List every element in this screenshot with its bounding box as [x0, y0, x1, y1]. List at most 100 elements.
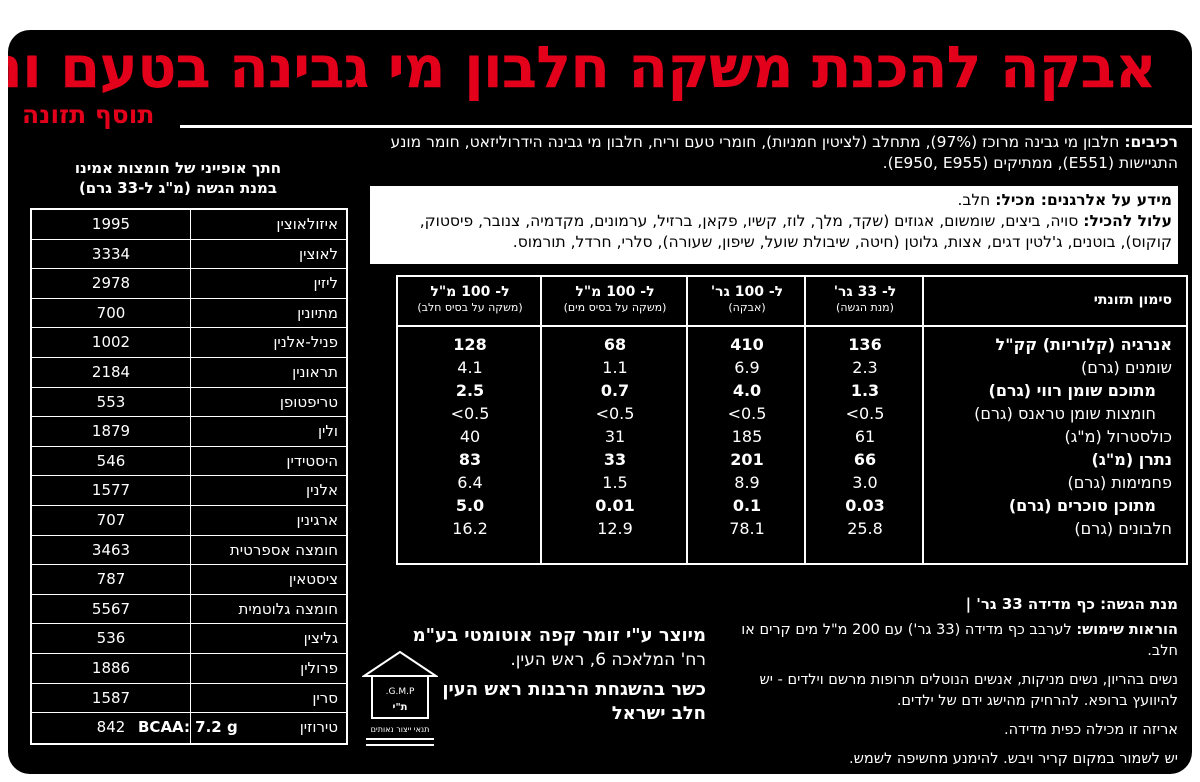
nutrition-row: שומנים (גרם) 2.3 6.9 1.1 4.1: [398, 356, 1186, 379]
nutrition-value: 1.3: [850, 381, 880, 400]
nutrition-row-label: פחמימות (גרם): [1067, 473, 1172, 492]
allergen-contains: מידע על אלרגנים: מכיל: חלב.: [376, 190, 1172, 211]
nutrition-row: חלבונים (גרם) 25.8 78.1 12.9 16.2: [398, 517, 1186, 540]
nutrition-header-water: ל- 100 מ"ל (משקה על בסיס מים): [563, 284, 667, 314]
nutrition-header-100g: ל- 100 גר' (אבקה): [710, 284, 784, 314]
amino-table: איזולאוצין 1995 לאוצין 3334 ליזין 2978 מתיונין…: [30, 208, 348, 745]
amino-divider: [190, 624, 191, 653]
allergen-may-contain-text: סויה, ביצים, שומשום, אגוזים (שקד, מלך, ל…: [419, 212, 1172, 251]
nutrition-value: 0.01: [595, 496, 635, 515]
amino-row: פרולין 1886: [32, 653, 346, 684]
amino-divider: [190, 298, 191, 328]
amino-divider: [190, 328, 191, 357]
nutrition-header-milk: ל- 100 מ"ל (משקה על בסיס חלב): [417, 284, 523, 314]
nutrition-table: סימון תזונתי ל- 33 גר' (מנת הגשה) ל- 100…: [396, 275, 1188, 565]
amino-row: פניל-אלנין 1002: [32, 328, 346, 358]
nutrition-value: 185: [731, 427, 763, 446]
amino-name: טריפטופן: [279, 392, 338, 411]
usage-instructions: הוראות שימוש: לערבב כף מדידה (33 גר') עם…: [718, 620, 1178, 774]
nutrition-value: 40: [459, 427, 481, 446]
amino-row: גליצין 536: [32, 624, 346, 654]
nutrition-row-label: כולסטרול (מ"ג): [1064, 427, 1172, 446]
usage-directions: הוראות שימוש: לערבב כף מדידה (33 גר') עם…: [741, 622, 1178, 659]
amino-row: אלנין 1577: [32, 476, 346, 506]
nutrition-value: 0.03: [845, 496, 885, 515]
allergen-contains-text: חלב.: [957, 191, 991, 209]
amino-value: 842: [96, 718, 126, 737]
nutrition-row: כולסטרול (מ"ג) 61 185 31 40: [398, 425, 1186, 448]
amino-name: חומצה אספרטית: [229, 540, 338, 559]
manufacturer-name: מיוצר ע"י זומר קפה אוטומטי בע"מ: [412, 625, 706, 646]
title-divider: [180, 125, 1192, 128]
bcaa-total: BCAA: 7.2 g: [138, 718, 238, 736]
nutrition-value: <0.5: [595, 404, 635, 423]
amino-name: ליזין: [313, 274, 338, 293]
amino-row: ולין 1879: [32, 417, 346, 447]
gmp-logo-caption: תנאי ייצור נאותים: [371, 725, 430, 734]
amino-divider: [190, 476, 191, 505]
serving-size: מנת הגשה: כף מדידה 33 גר' |: [965, 595, 1178, 613]
amino-name: ולין: [317, 422, 338, 441]
amino-value: 1587: [91, 688, 131, 707]
nutrition-divider: [686, 277, 688, 563]
nutrition-value: 2.5: [455, 381, 485, 400]
nutrition-row: מתוכן סוכרים (גרם) 0.03 0.1 0.01 5.0: [398, 494, 1186, 517]
nutrition-value: 3.0: [852, 473, 878, 492]
nutrition-row-label: חלבונים (גרם): [1074, 519, 1172, 538]
ingredients-list: חלבון מי גבינה מרוכז (97%), מתחלב (לציטי…: [390, 133, 1178, 172]
amino-row: טירוזין 842: [32, 713, 346, 743]
amino-divider: [190, 357, 191, 387]
nutrition-value: <0.5: [845, 404, 885, 423]
amino-value: 546: [96, 451, 126, 470]
amino-row: חומצה גלוטמית 5567: [32, 594, 346, 625]
nutrition-row-label: מתוכם שומן רווי (גרם): [988, 381, 1156, 400]
nutrition-value: 12.9: [597, 519, 633, 538]
nutrition-divider: [804, 277, 806, 563]
nutrition-header: סימון תזונתי ל- 33 גר' (מנת הגשה) ל- 100…: [398, 277, 1186, 327]
amino-divider: [190, 417, 191, 446]
nutrition-value: 4.0: [732, 381, 762, 400]
nutrition-value: <0.5: [450, 404, 490, 423]
nutrition-header-label: סימון תזונתי: [1093, 292, 1172, 308]
amino-divider: [190, 653, 191, 683]
nutrition-value: 83: [458, 450, 482, 469]
amino-row: חומצה אספרטית 3463: [32, 535, 346, 566]
amino-value: 707: [96, 510, 126, 529]
amino-row: איזולאוצין 1995: [32, 210, 346, 240]
amino-name: סרין: [312, 688, 338, 707]
amino-name: ארגינין: [296, 510, 338, 529]
amino-value: 700: [96, 303, 126, 322]
product-subtitle: תוסף תזונה: [22, 100, 155, 129]
amino-value: 787: [96, 570, 126, 589]
amino-divider: [190, 565, 191, 594]
amino-name: פרולין: [300, 658, 338, 677]
nutrition-row: פחמימות (גרם) 3.0 8.9 1.5 6.4: [398, 471, 1186, 494]
gmp-logo-text: G.M.P.: [386, 687, 415, 697]
kosher-line: כשר בהשגחת הרבנות ראש העין: [442, 679, 706, 700]
nutrition-value: 0.1: [732, 496, 762, 515]
amino-row: סרין 1587: [32, 683, 346, 714]
amino-divider: [190, 713, 191, 743]
nutrition-row-label: נתרן (מ"ג): [1091, 450, 1172, 469]
amino-name: גליצין: [303, 629, 338, 648]
nutrition-header-serving: ל- 33 גר' (מנת הגשה): [833, 284, 897, 314]
nutrition-value: 6.9: [734, 358, 760, 377]
amino-value: 1879: [91, 422, 131, 441]
nutrition-value: 16.2: [452, 519, 488, 538]
amino-name: טירוזין: [299, 718, 338, 737]
nutrition-value: 128: [453, 335, 487, 354]
nutrition-value: 61: [854, 427, 876, 446]
amino-divider: [190, 594, 191, 624]
nutrition-value: 25.8: [847, 519, 883, 538]
amino-value: 1577: [91, 481, 131, 500]
nutrition-row: חומצות שומן טראנס (גרם) <0.5 <0.5 <0.5 <0.5: [398, 402, 1186, 425]
amino-row: ארגינין 707: [32, 505, 346, 536]
amino-value: 553: [96, 392, 126, 411]
nutrition-value: 1.5: [602, 473, 628, 492]
nutrition-value: 66: [853, 450, 877, 469]
amino-divider: [190, 387, 191, 417]
gmp-certification-icon: G.M.P. ת"י תנאי ייצור נאותים: [362, 650, 438, 746]
amino-row: ציסטאין 787: [32, 565, 346, 595]
manufacturer: מיוצר ע"י זומר קפה אוטומטי בע"מ רח' המלא…: [406, 624, 706, 726]
amino-name: חומצה גלוטמית: [238, 599, 338, 618]
